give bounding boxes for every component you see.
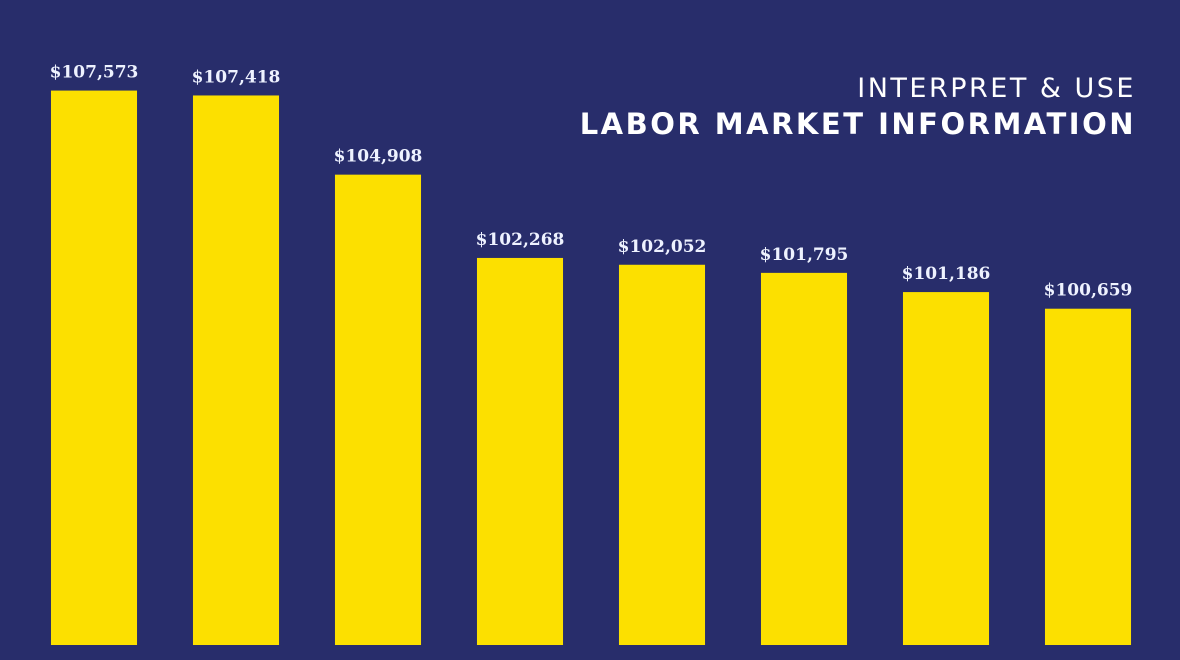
value-label: $104,908	[334, 147, 423, 167]
value-label: $101,186	[902, 264, 991, 284]
bar	[902, 292, 990, 645]
chart-subtitle: LABOR MARKET INFORMATION	[580, 107, 1136, 141]
bar	[334, 174, 422, 646]
bar	[760, 272, 848, 645]
value-label: $107,573	[50, 63, 139, 83]
value-label: $107,418	[192, 67, 281, 87]
value-label: $102,052	[618, 237, 707, 257]
bar	[1044, 308, 1132, 645]
value-label: $100,659	[1044, 281, 1133, 301]
bar	[192, 95, 280, 645]
bar	[50, 90, 138, 646]
value-label: $102,268	[476, 230, 565, 250]
bar	[618, 264, 706, 645]
bar	[476, 257, 564, 645]
value-label: $101,795	[760, 245, 849, 265]
chart-title: INTERPRET & USE	[857, 73, 1136, 104]
